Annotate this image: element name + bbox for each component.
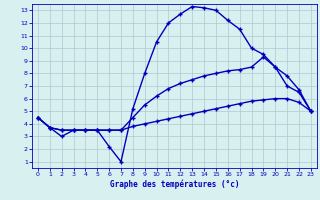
X-axis label: Graphe des températures (°c): Graphe des températures (°c)	[110, 180, 239, 189]
